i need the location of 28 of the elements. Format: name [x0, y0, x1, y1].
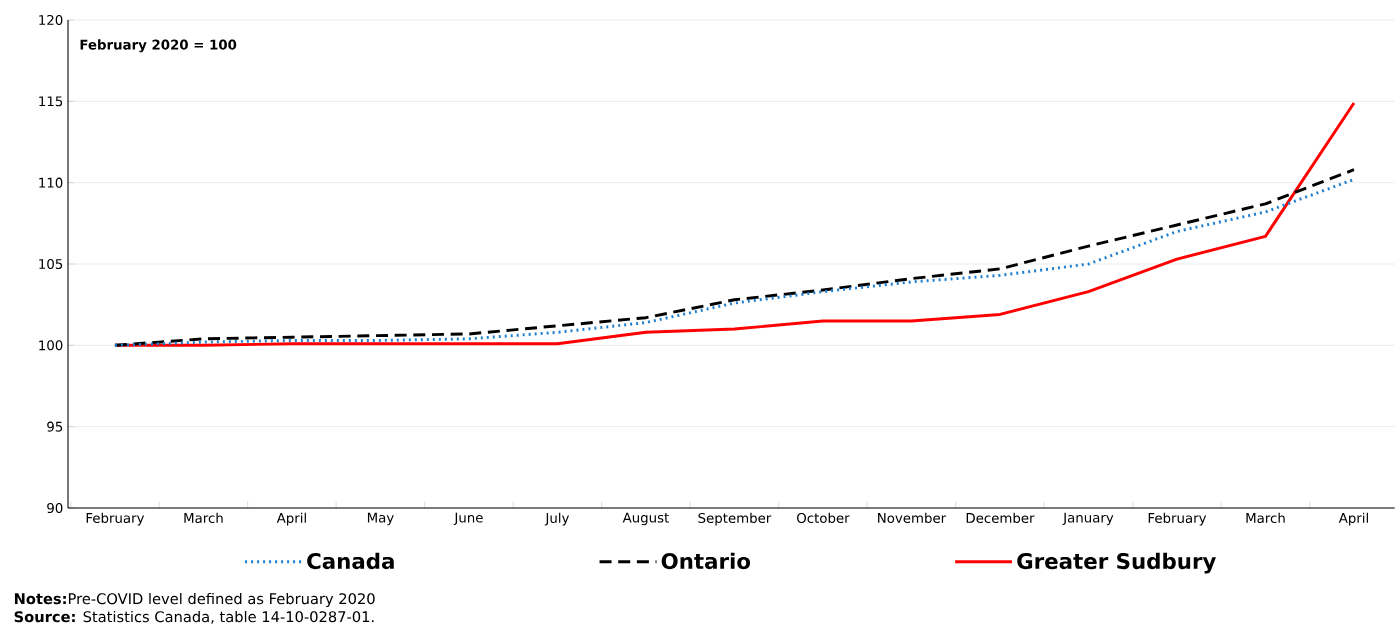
text: Notes:Pre-COVID level defined as February 2020: [14, 592, 375, 608]
x-tick-label: June: [453, 512, 483, 526]
legend-label: Greater Sudbury: [1017, 552, 1216, 574]
y-tick-label: 120: [39, 14, 63, 26]
x-tick-label: March: [184, 512, 223, 524]
x-tick-label: March: [1246, 512, 1285, 524]
x-tick-label: September: [698, 512, 772, 526]
y-tick-label: 105: [39, 258, 63, 270]
annotation: February 2020 = 100: [80, 39, 237, 53]
y-tick-label: 110: [39, 177, 63, 188]
x-tick-label: May: [367, 512, 394, 526]
x-tick-label: February: [1148, 512, 1207, 526]
x-tick-label: April: [1338, 512, 1368, 526]
x-tick-label: July: [544, 512, 570, 526]
x-tick-label: August: [622, 512, 669, 526]
y-tick-label: 90: [47, 502, 63, 514]
legend-label: Ontario: [661, 552, 751, 570]
text: Source: Statistics Canada, table 14-10-0287-01.: [14, 610, 374, 624]
x-tick-label: February: [86, 512, 145, 526]
x-tick-label: October: [797, 512, 850, 524]
y-tick-label: 95: [47, 421, 63, 432]
x-tick-label: January: [1062, 512, 1114, 526]
y-tick-label: 100: [39, 340, 63, 351]
x-tick-label: November: [878, 512, 947, 524]
x-tick-label: December: [966, 512, 1035, 524]
y-tick-label: 115: [39, 96, 63, 107]
legend-label: Canada: [307, 552, 394, 570]
x-tick-label: April: [276, 512, 306, 526]
